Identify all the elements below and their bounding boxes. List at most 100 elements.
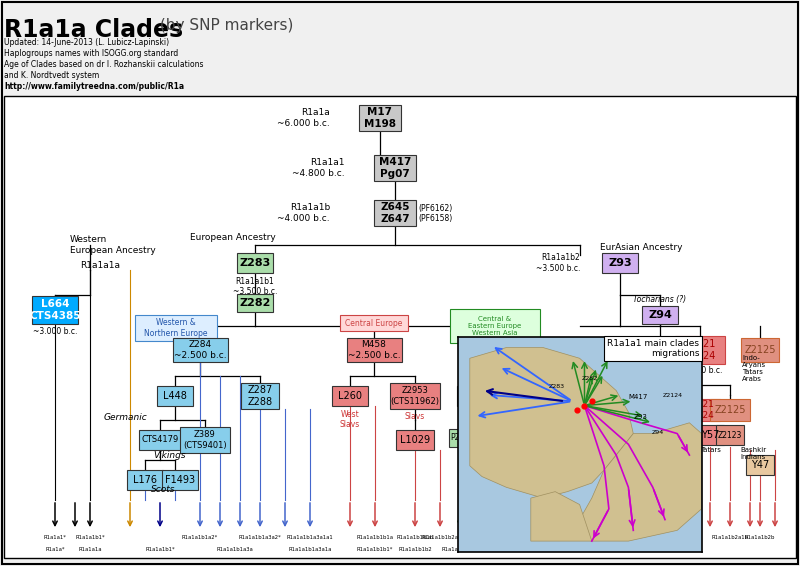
- Text: R1a1a1b2a1a: R1a1a1b2a1a: [651, 535, 689, 540]
- Bar: [479, 421, 501, 439]
- Text: M417
Pg07: M417 Pg07: [379, 157, 411, 179]
- Bar: [650, 399, 690, 421]
- Text: Z660: Z660: [500, 426, 520, 435]
- Bar: [593, 450, 617, 470]
- Bar: [602, 253, 638, 273]
- Text: R1a1a1b1
~3.500 b.c.: R1a1a1b1 ~3.500 b.c.: [233, 277, 277, 297]
- Text: CTS3402: CTS3402: [540, 392, 580, 401]
- Bar: [127, 470, 163, 490]
- Bar: [374, 200, 416, 226]
- Text: L784: L784: [470, 434, 490, 443]
- Bar: [139, 430, 181, 450]
- Text: R1a1a1b1a1b1: R1a1a1b1a1b1: [535, 535, 575, 540]
- Text: Z283: Z283: [239, 258, 270, 268]
- Text: Z93: Z93: [608, 258, 632, 268]
- Bar: [499, 429, 521, 447]
- Text: R1a1a*: R1a1a*: [46, 547, 65, 552]
- Text: Z2124: Z2124: [662, 393, 682, 398]
- Bar: [544, 429, 566, 447]
- Text: R1a1a1b2
~3.500 b.c.: R1a1a1b2 ~3.500 b.c.: [536, 254, 580, 273]
- Text: Z2125: Z2125: [744, 345, 776, 355]
- Text: P278: P278: [450, 434, 470, 443]
- Bar: [598, 403, 642, 427]
- Bar: [649, 424, 691, 446]
- Text: Z389
(CTS9401): Z389 (CTS9401): [183, 430, 227, 450]
- Text: ~1.500 b.c.: ~1.500 b.c.: [546, 396, 590, 405]
- Text: Central Europe: Central Europe: [346, 319, 402, 328]
- Bar: [623, 450, 647, 470]
- Text: Z2472
(F1345): Z2472 (F1345): [655, 425, 685, 445]
- Bar: [450, 309, 540, 343]
- Text: Z2122: Z2122: [654, 405, 686, 415]
- Bar: [180, 427, 230, 453]
- Bar: [680, 399, 720, 421]
- Text: European Ancestry: European Ancestry: [190, 234, 276, 242]
- Text: Slavs: Slavs: [405, 412, 425, 421]
- Text: R1a1a1b1b2: R1a1a1b1b2: [398, 547, 432, 552]
- Text: L176: L176: [133, 475, 157, 485]
- Text: Z93: Z93: [634, 414, 647, 419]
- Text: Pomeranians Balts: Pomeranians Balts: [538, 445, 609, 454]
- Bar: [32, 296, 78, 324]
- Text: R1a1a1b2b: R1a1a1b2b: [745, 535, 775, 540]
- Text: Z92: Z92: [483, 448, 497, 454]
- Text: L1280: L1280: [543, 434, 566, 443]
- Text: R1a1a1
~4.800 b.c.: R1a1a1 ~4.800 b.c.: [292, 158, 345, 178]
- Text: Z92: Z92: [482, 426, 498, 435]
- Text: Z645
Z647: Z645 Z647: [380, 202, 410, 224]
- Text: R1a1a1b1b2a: R1a1a1b1b2a: [422, 535, 458, 540]
- Text: M458
~2.500 b.c.: M458 ~2.500 b.c.: [348, 340, 400, 360]
- Bar: [449, 429, 471, 447]
- Text: Z282: Z282: [582, 376, 598, 381]
- Polygon shape: [531, 492, 592, 541]
- Text: Germanic: Germanic: [103, 414, 147, 422]
- Text: Bashkir
Indians: Bashkir Indians: [740, 447, 766, 460]
- Text: Indian
Arabs: Indian Arabs: [602, 473, 624, 486]
- Text: R1a1a1a: R1a1a1a: [80, 260, 120, 269]
- Text: R1a1a
~6.000 b.c.: R1a1a ~6.000 b.c.: [278, 108, 330, 128]
- Text: R1a1a1b1a3a: R1a1a1b1a3a: [217, 547, 254, 552]
- Text: R1a1a1b1a1*: R1a1a1b1a1*: [442, 547, 478, 552]
- Text: Z2123: Z2123: [718, 431, 742, 440]
- Text: ~3.000 b.c.: ~3.000 b.c.: [33, 327, 77, 336]
- Text: Z2125: Z2125: [714, 405, 746, 415]
- Bar: [346, 338, 402, 362]
- Text: R1a1a1 main clades
migrations: R1a1a1 main clades migrations: [607, 339, 699, 358]
- Text: Z283: Z283: [549, 384, 565, 389]
- Text: (by SNP markers): (by SNP markers): [155, 18, 294, 33]
- Text: R1a1a1b2*: R1a1a1b2*: [590, 535, 620, 540]
- Text: R1a1a1b1a3a2*: R1a1a1b1a3a2*: [238, 535, 282, 540]
- Text: Z661: Z661: [521, 448, 539, 454]
- Text: Z2121
Z2124: Z2121 Z2124: [686, 400, 714, 420]
- Text: CTS4179: CTS4179: [142, 435, 178, 444]
- Bar: [537, 386, 583, 406]
- Text: Z94: Z94: [651, 430, 664, 435]
- Bar: [519, 429, 541, 447]
- Text: M17
M198: M17 M198: [364, 107, 396, 129]
- Point: [578, 401, 591, 410]
- Bar: [642, 306, 678, 324]
- Text: CTS1211: CTS1211: [460, 392, 500, 401]
- Text: Z660: Z660: [501, 448, 519, 454]
- Text: Z287
Z288: Z287 Z288: [247, 385, 273, 407]
- Bar: [241, 383, 279, 409]
- Text: Central &
Eastern Europe
Western Asia: Central & Eastern Europe Western Asia: [468, 316, 522, 336]
- Bar: [135, 315, 217, 341]
- Bar: [374, 155, 416, 181]
- Text: Y57: Y57: [701, 430, 719, 440]
- Text: R1a1a1b1b1b: R1a1a1b1b1b: [397, 535, 434, 540]
- Bar: [237, 294, 273, 312]
- Text: West
Slavs: West Slavs: [340, 410, 360, 430]
- Text: Tocharians (?): Tocharians (?): [634, 295, 686, 304]
- Text: R1a1a1b2a1b: R1a1a1b2a1b: [711, 535, 749, 540]
- Text: M417: M417: [629, 394, 648, 400]
- Text: ~3.000 b.c.: ~3.000 b.c.: [678, 366, 722, 375]
- Text: EurAsian Ancestry: EurAsian Ancestry: [600, 242, 682, 251]
- Text: L1029: L1029: [400, 435, 430, 445]
- Bar: [746, 455, 774, 475]
- Text: R1a1a1b1b1a: R1a1a1b1b1a: [357, 535, 394, 540]
- Bar: [499, 421, 521, 439]
- Text: L260: L260: [338, 391, 362, 401]
- Polygon shape: [470, 348, 634, 498]
- Text: Scots: Scots: [150, 486, 175, 495]
